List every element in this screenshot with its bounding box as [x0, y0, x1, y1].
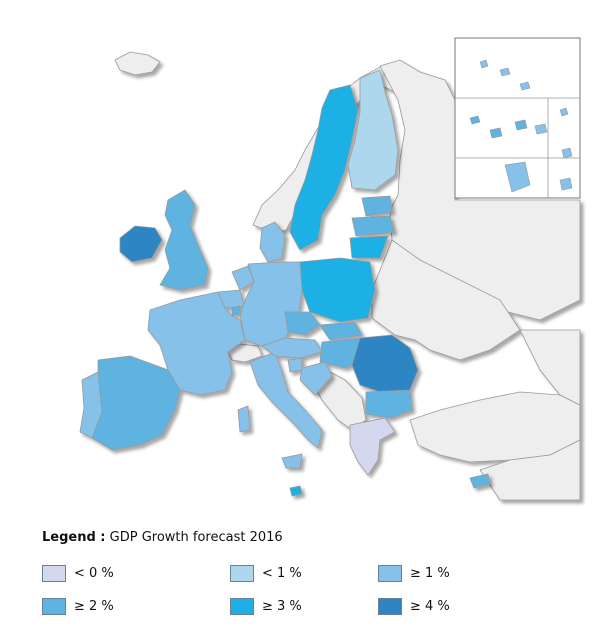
region-malta [289, 485, 303, 497]
region-czech-republic [284, 311, 321, 336]
region-sicily [281, 453, 303, 469]
region-balkans [309, 371, 367, 431]
legend-swatch [42, 598, 66, 615]
legend-item: < 0 % [42, 565, 114, 582]
region-estonia [361, 195, 393, 217]
region-portugal [79, 371, 103, 439]
inset-madeira [534, 123, 548, 135]
region-poland [299, 257, 376, 323]
region-east [479, 329, 581, 501]
legend-item-label: ≥ 2 % [74, 599, 114, 614]
region-croatia [299, 361, 333, 396]
legend-swatch [230, 565, 254, 582]
region-italy [249, 351, 323, 449]
legend-caption: GDP Growth forecast 2016 [109, 530, 283, 545]
outermost-regions-inset [454, 37, 581, 199]
legend-swatch [378, 565, 402, 582]
inset-reunion [559, 177, 573, 191]
region-denmark [259, 221, 286, 263]
legend-item: ≥ 3 % [230, 598, 302, 615]
legend-label: Legend : [42, 530, 106, 545]
region-france [147, 291, 246, 396]
region-greece [349, 417, 396, 476]
region-slovakia [319, 321, 363, 341]
region-iceland [114, 51, 161, 76]
region-sardinia [237, 405, 251, 433]
legend-item-label: < 1 % [262, 566, 302, 581]
region-cyprus [469, 473, 491, 489]
legend-item: ≥ 1 % [378, 565, 450, 582]
region-latvia [351, 215, 395, 237]
region-bulgaria [365, 389, 413, 419]
legend-item-label: ≥ 1 % [410, 566, 450, 581]
legend-swatch [230, 598, 254, 615]
legend-item-label: < 0 % [74, 566, 114, 581]
region-spain [91, 355, 181, 451]
legend-item: ≥ 4 % [378, 598, 450, 615]
inset-antilles [559, 107, 573, 159]
legend-item: ≥ 2 % [42, 598, 114, 615]
legend-item-label: ≥ 3 % [262, 599, 302, 614]
legend-title: Legend : GDP Growth forecast 2016 [42, 530, 283, 545]
legend-item-label: ≥ 4 % [410, 599, 450, 614]
region-finland [347, 69, 399, 191]
region-luxembourg [231, 305, 241, 317]
region-turkey [409, 391, 581, 463]
region-slovenia [287, 357, 303, 373]
inset-azores [479, 59, 531, 91]
region-united-kingdom [159, 189, 209, 291]
legend-swatch [42, 565, 66, 582]
region-ukraine [371, 239, 521, 361]
region-romania [351, 334, 419, 393]
inset-canaries [469, 115, 528, 139]
region-ireland [119, 225, 163, 263]
region-sweden [289, 84, 359, 251]
inset-guiana [504, 161, 531, 193]
europe-map [79, 37, 581, 501]
legend-swatch [378, 598, 402, 615]
legend-item: < 1 % [230, 565, 302, 582]
region-lithuania [349, 235, 389, 259]
